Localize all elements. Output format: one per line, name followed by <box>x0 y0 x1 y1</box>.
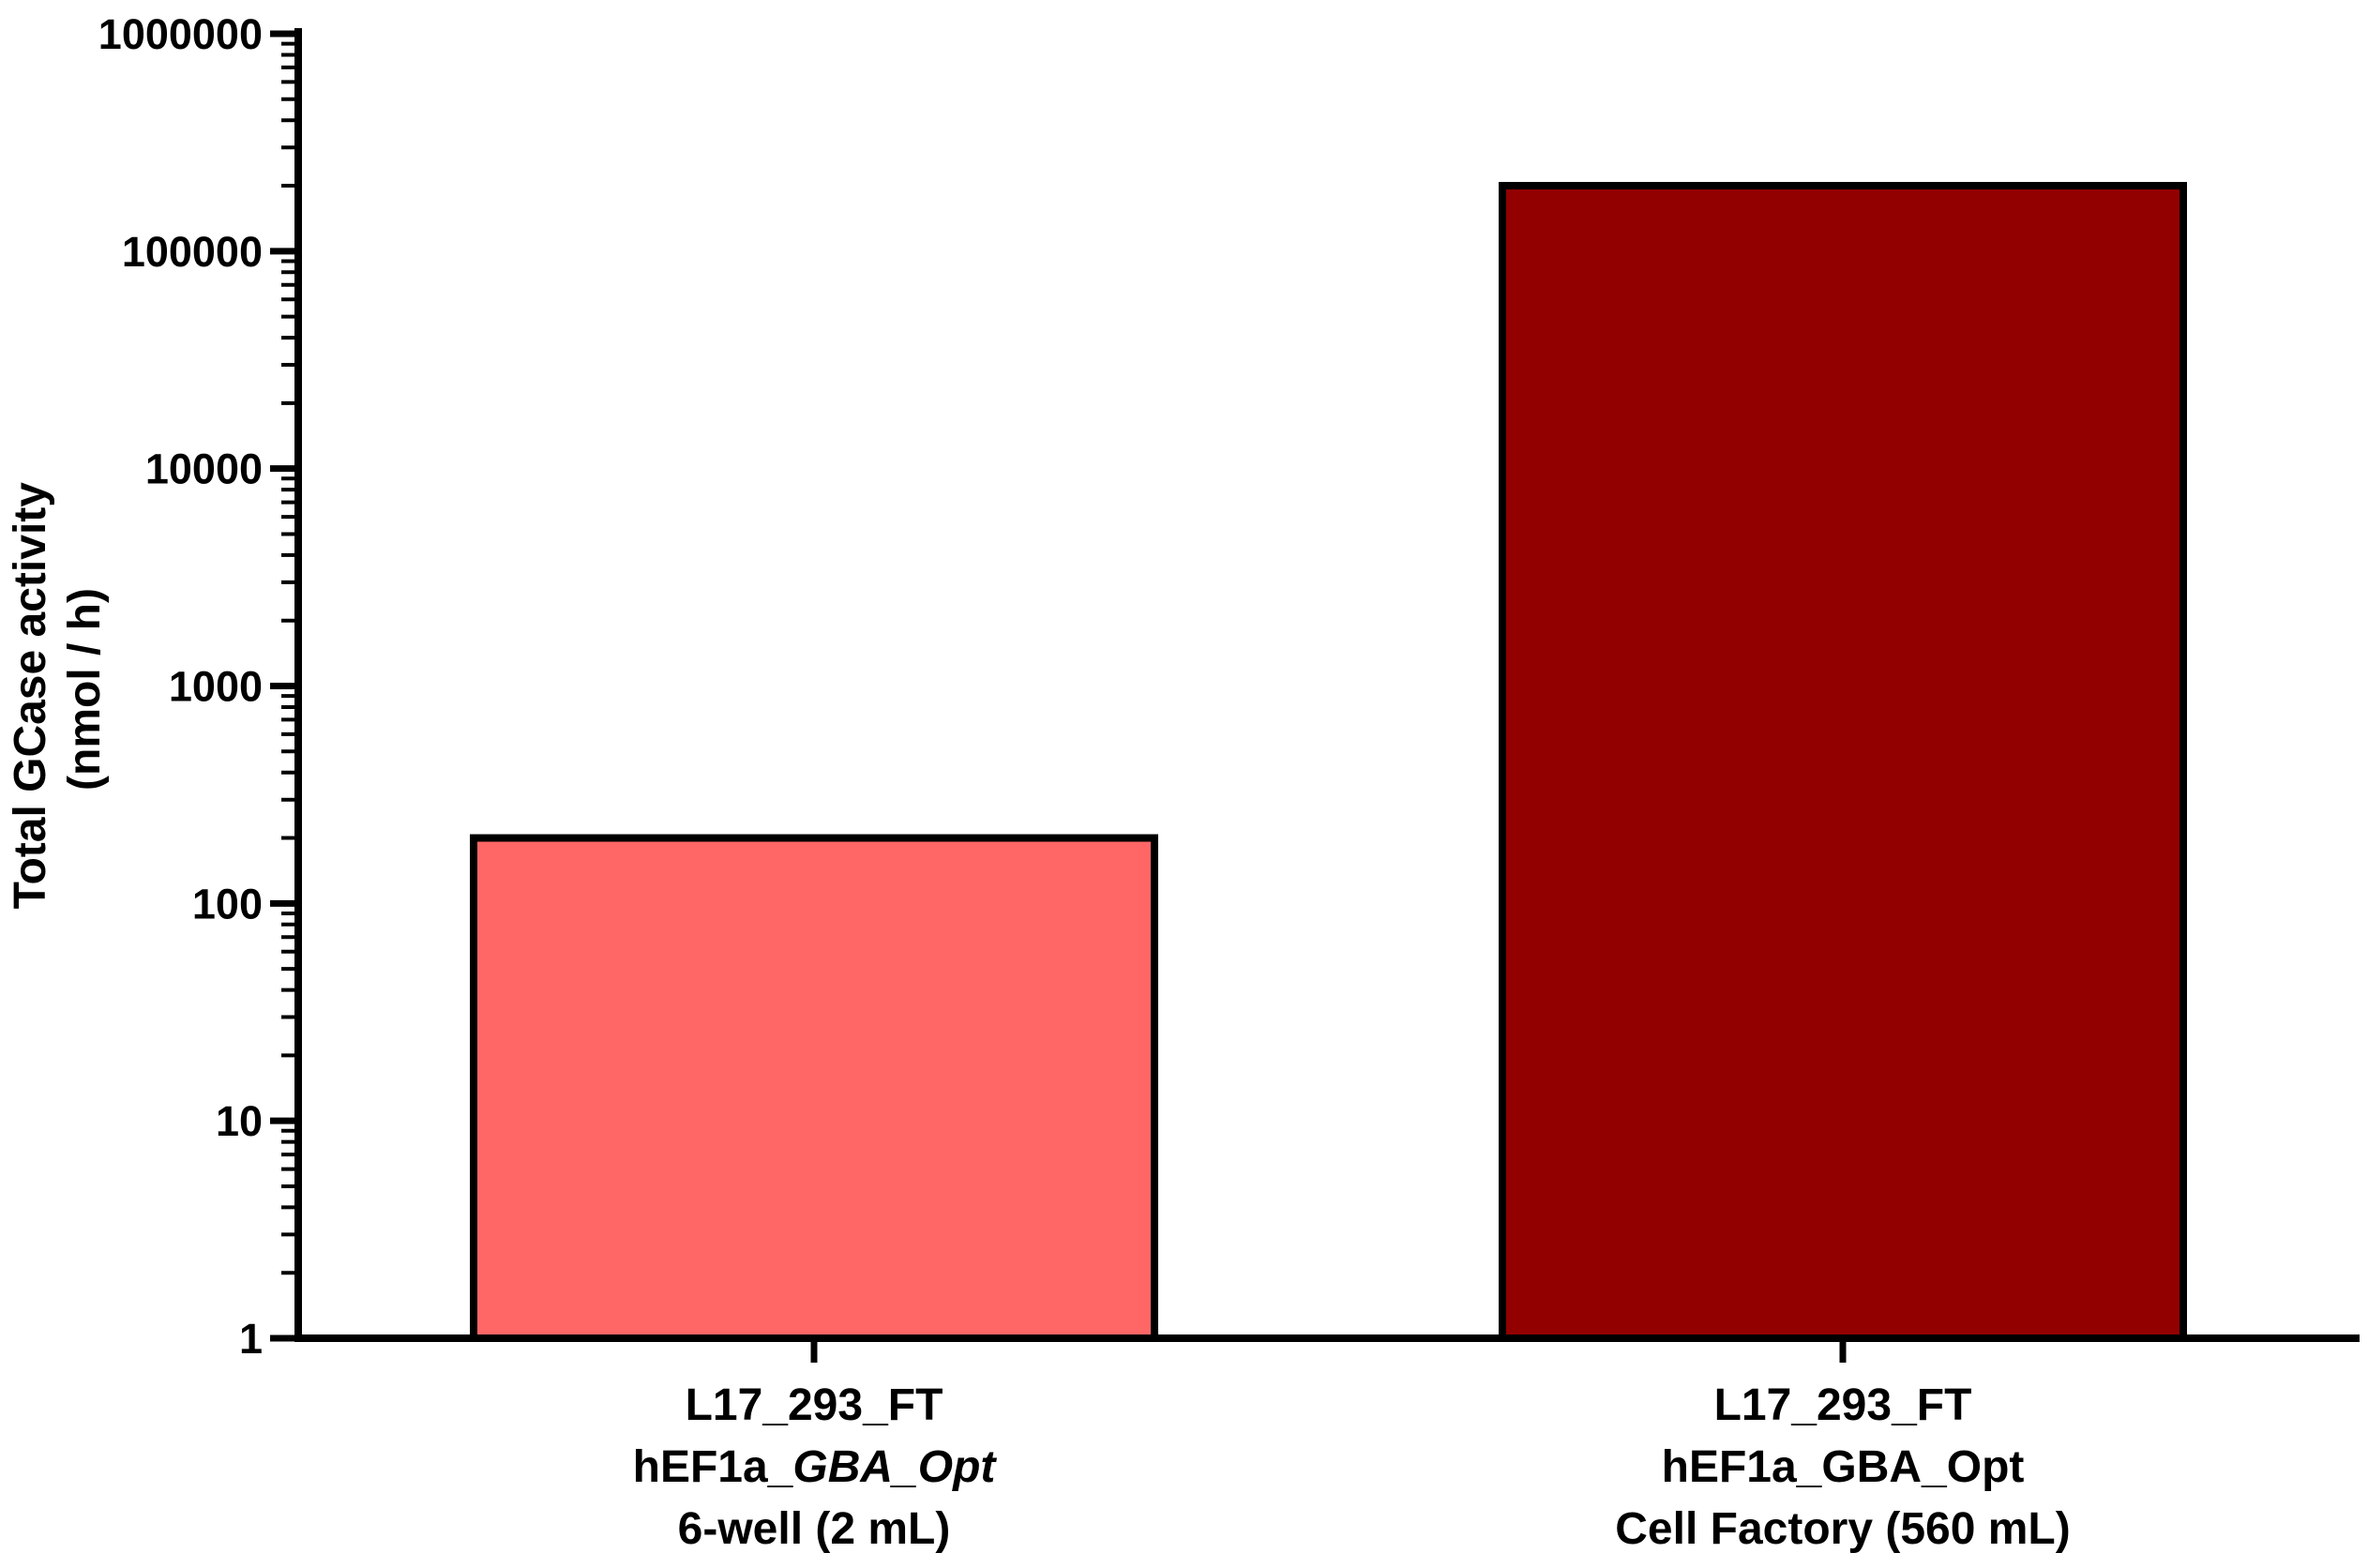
y-axis-title: Total GCase activity (nmol / h) <box>6 470 110 910</box>
x-category-label-line-2-prefix: hEF1a_ <box>633 1442 794 1492</box>
x-category-labels: L17_293_FT hEF1a_GBA_Opt 6-well (2 mL) L17_… <box>633 1380 2071 1554</box>
x-category-label-line-2: hEF1a_GBA_Opt <box>633 1442 998 1492</box>
x-category-label-line-2-prefix: hEF1a_GBA_Opt <box>1662 1442 2025 1492</box>
y-major-ticks <box>270 30 298 1342</box>
y-tick-label: 1 <box>239 1315 263 1363</box>
bars <box>470 182 2187 1342</box>
bar <box>1499 182 2187 1342</box>
x-category-label-line-1: L17_293_FT <box>1714 1380 1972 1430</box>
y-tick-labels: 1 10 100 1000 10000 100000 1000000 <box>98 10 263 1363</box>
y-axis-title-line-1: Total GCase activity <box>6 482 55 910</box>
bar <box>470 834 1158 1342</box>
x-category-label-line-2: hEF1a_GBA_Opt <box>1662 1442 2025 1492</box>
y-axis-title-line-2: (nmol / h) <box>60 588 110 791</box>
y-tick-label: 1000 <box>169 663 263 711</box>
y-tick-label: 100 <box>192 880 263 927</box>
y-tick-label: 100000 <box>122 228 263 276</box>
y-tick-label: 1000000 <box>98 10 263 58</box>
x-category-label-line-2-italic: GBA_Opt <box>792 1442 997 1492</box>
x-ticks <box>810 1338 1847 1363</box>
x-category-label-line-1: L17_293_FT <box>686 1380 943 1430</box>
y-tick-label: 10000 <box>145 445 263 493</box>
x-category-label-line-3: Cell Factory (560 mL) <box>1615 1504 2070 1554</box>
y-tick-label: 10 <box>216 1097 263 1145</box>
x-category-label-line-3: 6-well (2 mL) <box>678 1504 951 1554</box>
